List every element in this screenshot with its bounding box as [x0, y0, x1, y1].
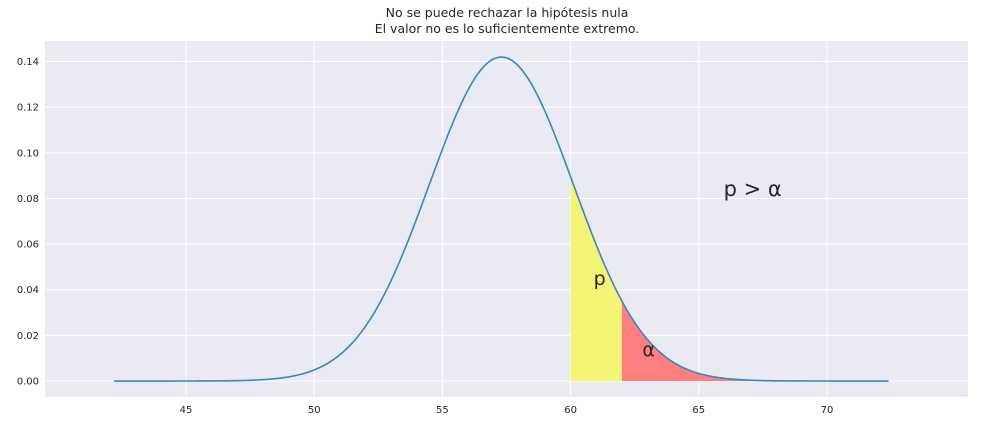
x-tick-label: 70	[821, 405, 834, 416]
y-tick-label: 0.10	[17, 148, 39, 159]
region-alpha	[621, 301, 889, 382]
grid	[45, 41, 968, 397]
y-tick-label: 0.08	[17, 194, 39, 205]
tick-labels: 45 50 55 60 65 70 0.00 0.02 0.04 0.06 0.08 0.10 0.12…	[17, 57, 834, 416]
y-tick-label: 0.04	[17, 285, 39, 296]
x-tick-label: 50	[308, 405, 321, 416]
region-p	[570, 176, 622, 382]
y-tick-label: 0.06	[17, 240, 39, 251]
region-label-p: p	[594, 268, 606, 290]
density-curve	[114, 56, 889, 382]
x-tick-label: 45	[180, 405, 193, 416]
x-tick-label: 55	[436, 405, 449, 416]
comparison-annotation: p > α	[724, 177, 782, 201]
chart-title-line-2: El valor no es lo suficientemente extrem…	[375, 21, 640, 36]
y-tick-label: 0.12	[17, 103, 39, 114]
y-tick-label: 0.02	[17, 331, 39, 342]
y-tick-label: 0.00	[17, 377, 39, 388]
chart-title-line-1: No se puede rechazar la hipótesis nula	[386, 5, 629, 20]
x-tick-label: 65	[692, 405, 705, 416]
plot-area	[45, 41, 968, 397]
y-tick-label: 0.14	[17, 57, 39, 68]
x-tick-label: 60	[564, 405, 577, 416]
annotations: p α p > α	[594, 177, 782, 361]
region-label-alpha: α	[642, 339, 655, 361]
shaded-regions	[570, 176, 889, 382]
